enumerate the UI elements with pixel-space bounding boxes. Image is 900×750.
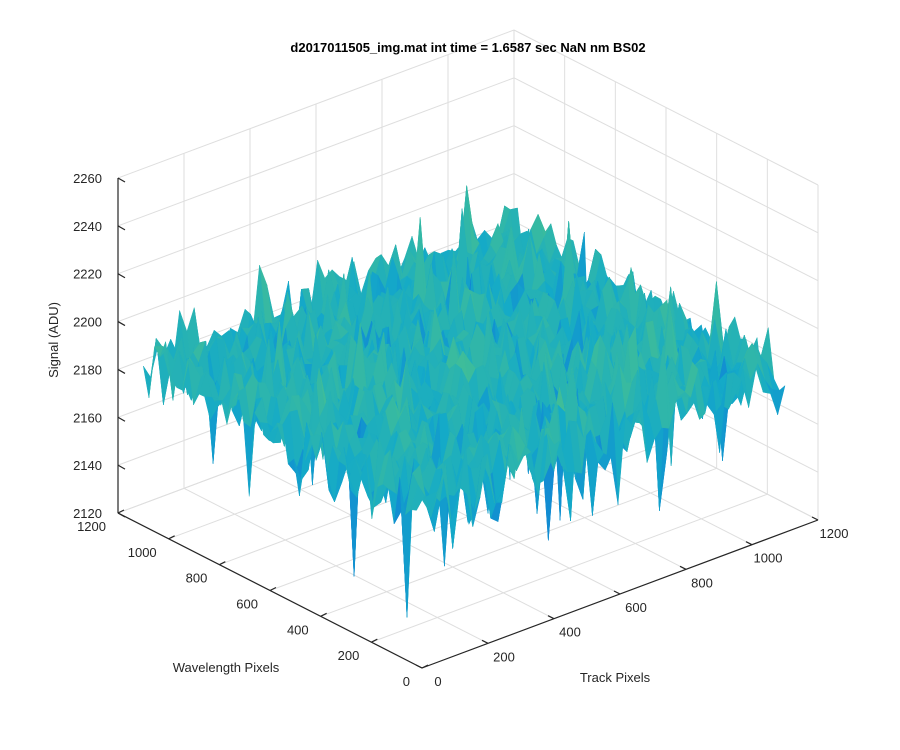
z-tick-label: 2120 xyxy=(73,506,102,521)
z-tick-label: 2160 xyxy=(73,410,102,425)
x-tick xyxy=(811,516,819,521)
x-tick-label: 200 xyxy=(493,649,515,664)
x-tick xyxy=(547,615,555,620)
grid-line xyxy=(320,467,717,617)
y-axis-label: Wavelength Pixels xyxy=(173,660,280,675)
z-tick-label: 2200 xyxy=(73,315,102,330)
y-tick xyxy=(219,561,226,566)
z-tick-label: 2240 xyxy=(73,219,102,234)
z-tick xyxy=(117,321,126,327)
y-tick-label: 600 xyxy=(236,597,258,612)
x-tick-label: 1200 xyxy=(820,526,849,541)
y-tick xyxy=(320,612,327,617)
grid-line xyxy=(117,29,515,179)
y-tick xyxy=(371,638,378,643)
x-tick xyxy=(679,565,687,570)
z-tick xyxy=(117,368,126,374)
grid-line xyxy=(371,493,768,643)
x-tick xyxy=(481,639,489,644)
y-tick-label: 1200 xyxy=(77,519,106,534)
x-axis-label: Track Pixels xyxy=(580,670,651,685)
z-axis-label: Signal (ADU) xyxy=(46,302,61,378)
z-tick xyxy=(117,464,126,470)
z-tick xyxy=(117,273,126,279)
z-tick-label: 2140 xyxy=(73,458,102,473)
grid-line xyxy=(117,173,515,323)
y-tick-label: 400 xyxy=(287,622,309,637)
x-tick xyxy=(745,541,753,546)
grid-line xyxy=(513,125,819,282)
z-tick-label: 2260 xyxy=(73,171,102,186)
z-tick xyxy=(117,177,126,183)
tick-labels: 0 200 400 600 800 1000 1200 0 200 400 600 800 1000 12… xyxy=(73,171,848,689)
x-tick-label: 400 xyxy=(559,625,581,640)
x-tick xyxy=(415,664,423,669)
x-tick-label: 0 xyxy=(434,674,441,689)
x-tick xyxy=(613,590,621,595)
z-tick xyxy=(117,225,126,231)
x-tick-label: 800 xyxy=(691,575,713,590)
x-tick-label: 600 xyxy=(625,600,647,615)
grid-line xyxy=(117,77,515,227)
x-tick-label: 1000 xyxy=(754,551,783,566)
grid-line xyxy=(513,173,819,330)
z-tick xyxy=(117,512,126,518)
surface[interactable] xyxy=(143,185,786,618)
y-tick-label: 1000 xyxy=(128,545,157,560)
y-tick xyxy=(168,535,175,540)
grid-line xyxy=(513,77,819,234)
y-tick-label: 200 xyxy=(338,648,360,663)
chart-title: d2017011505_img.mat int time = 1.6587 se… xyxy=(290,40,645,55)
y-tick-label: 800 xyxy=(186,571,208,586)
y-tick xyxy=(117,509,125,514)
y-tick-label: 0 xyxy=(403,674,410,689)
grid-line xyxy=(117,125,515,275)
axes xyxy=(117,177,819,669)
y-tick xyxy=(421,664,429,669)
surface-patch xyxy=(416,496,430,512)
z-tick-label: 2220 xyxy=(73,267,102,282)
grid-line xyxy=(513,29,819,186)
z-tick xyxy=(117,416,126,422)
z-tick-label: 2180 xyxy=(73,362,102,377)
y-tick xyxy=(269,586,277,592)
